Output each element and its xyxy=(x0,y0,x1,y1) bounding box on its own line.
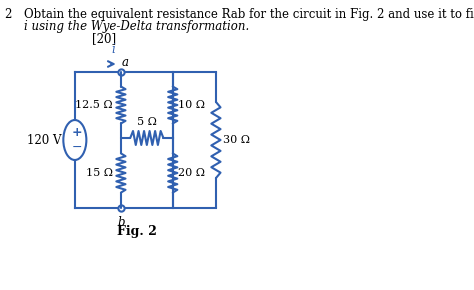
Text: 30 Ω: 30 Ω xyxy=(223,135,250,145)
Text: a: a xyxy=(122,56,129,69)
Text: 5 Ω: 5 Ω xyxy=(137,117,157,127)
Text: 12.5 Ω: 12.5 Ω xyxy=(75,100,113,110)
Text: i using the Wye-Delta transformation.: i using the Wye-Delta transformation. xyxy=(24,20,249,33)
Text: i: i xyxy=(111,43,115,56)
Text: 15 Ω: 15 Ω xyxy=(86,168,113,178)
Text: Obtain the equivalent resistance Rab for the circuit in Fig. 2 and use it to fin: Obtain the equivalent resistance Rab for… xyxy=(24,8,474,21)
Text: 10 Ω: 10 Ω xyxy=(179,100,206,110)
Text: −: − xyxy=(72,140,82,153)
Text: +: + xyxy=(72,126,82,139)
Text: 2: 2 xyxy=(5,8,12,21)
Text: [20]: [20] xyxy=(92,32,116,45)
Text: 120 V: 120 V xyxy=(27,133,62,146)
Text: b: b xyxy=(117,216,125,229)
Text: Fig. 2: Fig. 2 xyxy=(117,225,156,238)
Text: 20 Ω: 20 Ω xyxy=(179,168,206,178)
